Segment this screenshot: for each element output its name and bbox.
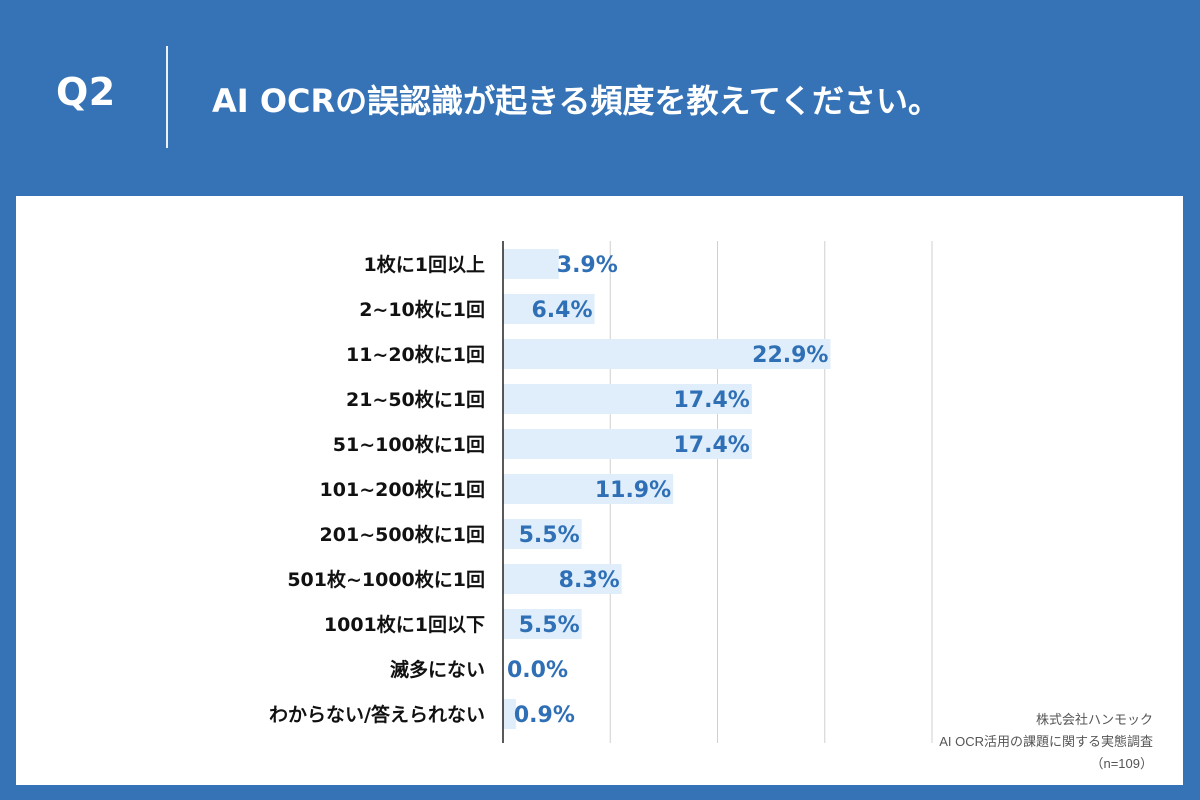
data-label: 11.9% [595, 478, 671, 503]
data-label: 0.9% [514, 703, 575, 728]
category-label: 滅多にない [390, 658, 485, 681]
bar [503, 249, 559, 279]
data-label: 17.4% [673, 433, 749, 458]
category-label: 201~500枚に1回 [320, 523, 485, 546]
source-survey: AI OCR活用の課題に関する実態調査 [939, 734, 1153, 749]
data-label: 0.0% [507, 658, 568, 683]
category-label: 1001枚に1回以下 [324, 613, 485, 636]
source-sample: （n=109） [1090, 756, 1153, 771]
bar [503, 609, 582, 639]
data-label: 8.3% [559, 568, 620, 593]
question-label: Q2 [56, 70, 116, 114]
bar-chart: 3.9% 1枚に1回以上 6.4% 2~10枚に1回 22.9% 11~20枚に1回 17.… [269, 241, 933, 743]
data-label: 17.4% [673, 388, 749, 413]
bar [503, 384, 752, 414]
header-divider [166, 46, 168, 148]
chart-card: 3.9% 1枚に1回以上 6.4% 2~10枚に1回 22.9% 11~20枚に1回 17.… [16, 196, 1183, 785]
bar [503, 474, 674, 504]
data-label: 3.9% [557, 253, 618, 278]
category-label: 11~20枚に1回 [346, 343, 485, 366]
category-label: 501枚~1000枚に1回 [287, 568, 485, 591]
data-label: 5.5% [519, 523, 580, 548]
bar [503, 429, 752, 459]
bar [503, 699, 516, 729]
category-label: 51~100枚に1回 [333, 433, 485, 456]
page-title: AI OCRの誤認識が起きる頻度を教えてください。 [212, 82, 940, 120]
bar [503, 294, 595, 324]
data-label: 5.5% [519, 613, 580, 638]
bar [503, 519, 582, 549]
category-label: 101~200枚に1回 [320, 478, 485, 501]
category-label: 2~10枚に1回 [359, 298, 485, 321]
source-note: 株式会社ハンモック AI OCR活用の課題に関する実態調査 （n=109） [939, 709, 1153, 775]
data-label: 22.9% [752, 343, 828, 368]
header: Q2 AI OCRの誤認識が起きる頻度を教えてください。 [0, 0, 1200, 195]
bar [503, 564, 622, 594]
source-company: 株式会社ハンモック [1035, 712, 1153, 727]
data-label: 6.4% [532, 298, 593, 323]
category-label: 21~50枚に1回 [346, 388, 485, 411]
bar [503, 339, 831, 369]
category-label: 1枚に1回以上 [364, 253, 485, 276]
category-label: わからない/答えられない [269, 703, 485, 726]
